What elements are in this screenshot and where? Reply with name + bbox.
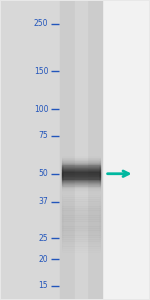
Text: 150: 150: [34, 67, 48, 76]
Text: 75: 75: [39, 131, 48, 140]
Bar: [62, 163, 100, 168]
Bar: [62, 186, 100, 191]
Bar: [62, 172, 100, 177]
Bar: [62, 168, 100, 173]
Bar: [62, 210, 100, 217]
Text: 37: 37: [39, 197, 48, 206]
Bar: [62, 152, 100, 157]
Bar: [62, 176, 100, 181]
Text: 15: 15: [39, 281, 48, 290]
Text: 20: 20: [39, 255, 48, 264]
Bar: [62, 178, 100, 183]
Bar: [62, 150, 100, 155]
Bar: [62, 228, 100, 235]
Bar: [62, 179, 100, 184]
Bar: [62, 157, 100, 162]
Bar: [62, 224, 100, 230]
Bar: [62, 192, 100, 197]
Bar: [62, 186, 100, 192]
Text: 25: 25: [39, 234, 48, 243]
Bar: [62, 160, 100, 165]
Bar: [62, 250, 100, 257]
Bar: [62, 188, 100, 193]
Bar: [62, 188, 100, 195]
Bar: [62, 164, 100, 169]
Bar: [62, 169, 100, 174]
Bar: [62, 154, 100, 159]
Bar: [62, 166, 100, 171]
Bar: [62, 221, 100, 228]
Bar: [62, 235, 100, 241]
Bar: [62, 230, 100, 237]
Bar: [62, 199, 100, 206]
Bar: [62, 190, 100, 197]
Bar: [62, 151, 100, 156]
Bar: [62, 193, 100, 198]
Bar: [62, 152, 100, 158]
Bar: [62, 204, 100, 210]
Bar: [62, 188, 100, 194]
Bar: [62, 174, 100, 179]
Bar: [62, 191, 100, 196]
Bar: [62, 237, 100, 243]
Bar: [62, 195, 100, 201]
Text: 50: 50: [39, 169, 48, 178]
Bar: [62, 239, 100, 246]
Bar: [62, 177, 100, 182]
Bar: [62, 217, 100, 224]
Bar: [62, 242, 100, 248]
Bar: [62, 155, 100, 160]
Bar: [62, 158, 100, 164]
Bar: [62, 185, 100, 190]
Bar: [62, 213, 100, 219]
Bar: [62, 178, 100, 184]
Bar: [62, 172, 100, 178]
Bar: [62, 184, 100, 189]
Bar: [62, 215, 100, 221]
Text: 250: 250: [34, 19, 48, 28]
Bar: [62, 167, 100, 172]
Bar: [75, 0, 87, 299]
Bar: [62, 162, 100, 167]
Bar: [62, 183, 100, 188]
Bar: [62, 170, 100, 175]
Bar: [60, 0, 102, 299]
Bar: [62, 156, 100, 161]
Bar: [62, 158, 100, 163]
Bar: [62, 175, 100, 180]
Bar: [62, 206, 100, 212]
Bar: [62, 219, 100, 226]
Bar: [62, 187, 100, 192]
Bar: [1, 0, 60, 299]
Bar: [62, 161, 100, 166]
Bar: [62, 182, 100, 187]
Bar: [62, 180, 100, 185]
Text: 100: 100: [34, 105, 48, 114]
Bar: [62, 232, 100, 239]
Bar: [62, 244, 100, 250]
Bar: [62, 189, 100, 194]
Bar: [62, 202, 100, 208]
Bar: [62, 246, 100, 252]
Bar: [62, 193, 100, 199]
Bar: [62, 190, 100, 195]
Bar: [62, 159, 100, 164]
Bar: [62, 171, 100, 176]
Bar: [62, 208, 100, 214]
Bar: [62, 173, 100, 178]
Bar: [102, 0, 149, 299]
Bar: [62, 165, 100, 170]
Bar: [62, 197, 100, 203]
Bar: [62, 181, 100, 186]
Bar: [62, 153, 100, 158]
Bar: [62, 248, 100, 254]
Bar: [62, 166, 100, 172]
Bar: [62, 226, 100, 232]
